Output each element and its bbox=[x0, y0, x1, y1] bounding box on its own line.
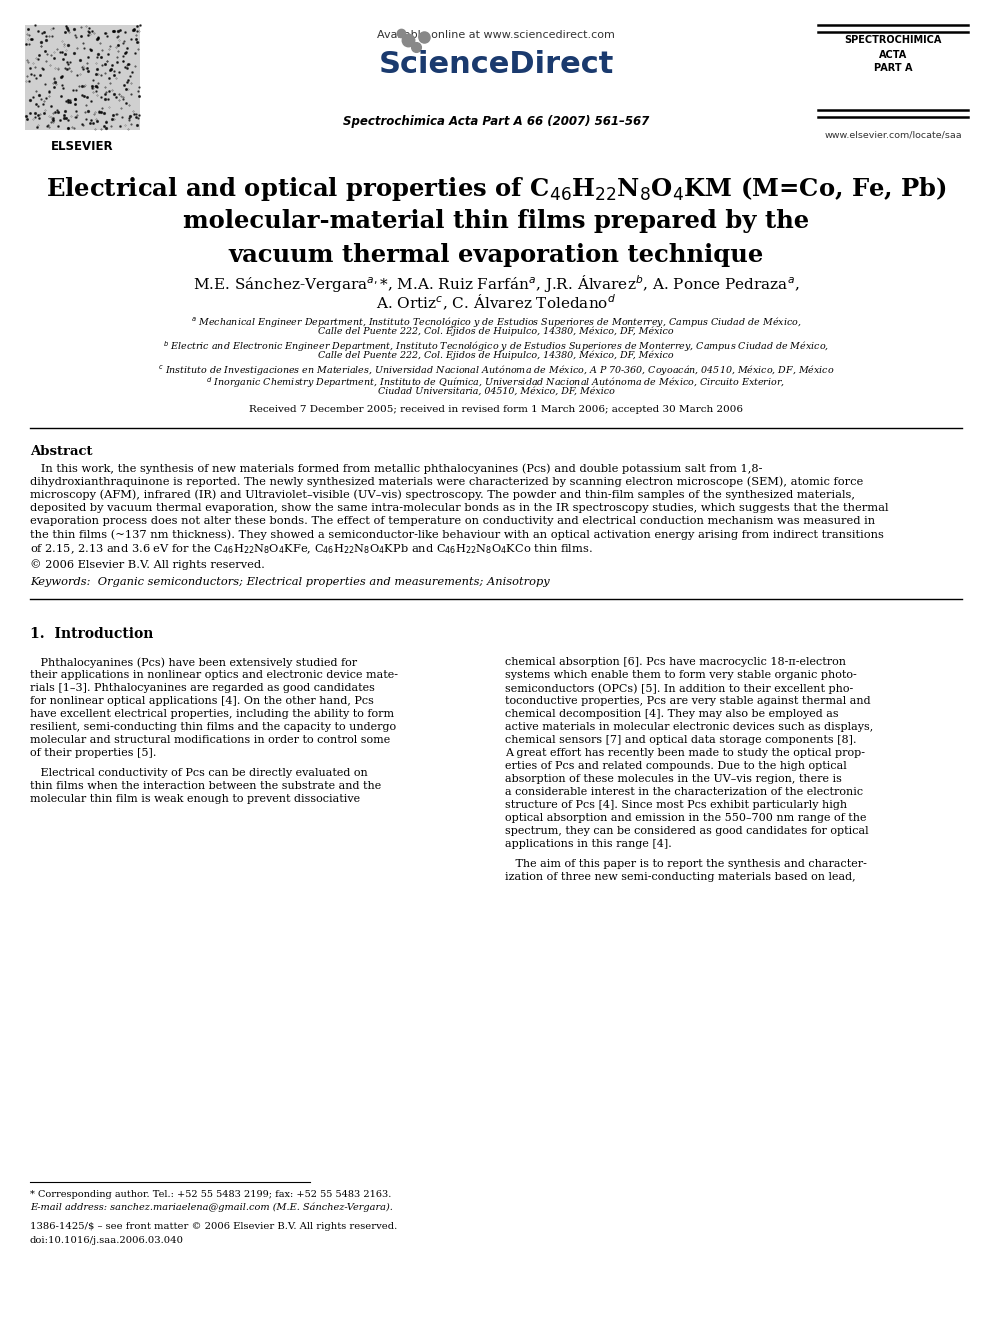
Text: $^{d}$ Inorganic Chemistry Department, Instituto de Química, Universidad Naciona: $^{d}$ Inorganic Chemistry Department, I… bbox=[206, 374, 786, 389]
Text: M.E. Sánchez-Vergara$^{a,}$*, M.A. Ruiz Farfán$^{a}$, J.R. Álvarez$^{b}$, A. Pon: M.E. Sánchez-Vergara$^{a,}$*, M.A. Ruiz … bbox=[192, 273, 800, 295]
Text: active materials in molecular electronic devices such as displays,: active materials in molecular electronic… bbox=[505, 722, 873, 733]
Text: In this work, the synthesis of new materials formed from metallic phthalocyanine: In this work, the synthesis of new mater… bbox=[30, 463, 763, 474]
Text: molecular and structural modifications in order to control some: molecular and structural modifications i… bbox=[30, 736, 390, 745]
Text: dihydroxianthraquinone is reported. The newly synthesized materials were charact: dihydroxianthraquinone is reported. The … bbox=[30, 476, 863, 487]
Text: doi:10.1016/j.saa.2006.03.040: doi:10.1016/j.saa.2006.03.040 bbox=[30, 1236, 184, 1245]
Text: ELSEVIER: ELSEVIER bbox=[51, 140, 113, 153]
Text: 1386-1425/$ – see front matter © 2006 Elsevier B.V. All rights reserved.: 1386-1425/$ – see front matter © 2006 El… bbox=[30, 1222, 397, 1230]
Text: SPECTROCHIMICA: SPECTROCHIMICA bbox=[844, 34, 941, 45]
Text: A great effort has recently been made to study the optical prop-: A great effort has recently been made to… bbox=[505, 749, 865, 758]
Text: ScienceDirect: ScienceDirect bbox=[378, 50, 614, 79]
Text: chemical decomposition [4]. They may also be employed as: chemical decomposition [4]. They may als… bbox=[505, 709, 838, 720]
Text: semiconductors (OPCs) [5]. In addition to their excellent pho-: semiconductors (OPCs) [5]. In addition t… bbox=[505, 684, 853, 695]
Text: * Corresponding author. Tel.: +52 55 5483 2199; fax: +52 55 5483 2163.: * Corresponding author. Tel.: +52 55 548… bbox=[30, 1189, 392, 1199]
Text: absorption of these molecules in the UV–vis region, there is: absorption of these molecules in the UV–… bbox=[505, 774, 842, 785]
Text: thin films when the interaction between the substrate and the: thin films when the interaction between … bbox=[30, 781, 381, 791]
Text: Spectrochimica Acta Part A 66 (2007) 561–567: Spectrochimica Acta Part A 66 (2007) 561… bbox=[343, 115, 649, 128]
Text: Calle del Puente 222, Col. Ejidos de Huipulco, 14380, México, DF, México: Calle del Puente 222, Col. Ejidos de Hui… bbox=[318, 351, 674, 360]
Text: The aim of this paper is to report the synthesis and character-: The aim of this paper is to report the s… bbox=[505, 859, 867, 869]
Text: optical absorption and emission in the 550–700 nm range of the: optical absorption and emission in the 5… bbox=[505, 814, 866, 823]
Text: of 2.15, 2.13 and 3.6 eV for the C$_{46}$H$_{22}$N$_8$O$_4$KFe, C$_{46}$H$_{22}$: of 2.15, 2.13 and 3.6 eV for the C$_{46}… bbox=[30, 542, 593, 556]
Text: rials [1–3]. Phthalocyanines are regarded as good candidates: rials [1–3]. Phthalocyanines are regarde… bbox=[30, 684, 375, 693]
Text: microscopy (AFM), infrared (IR) and Ultraviolet–visible (UV–vis) spectroscopy. T: microscopy (AFM), infrared (IR) and Ultr… bbox=[30, 490, 855, 500]
Text: © 2006 Elsevier B.V. All rights reserved.: © 2006 Elsevier B.V. All rights reserved… bbox=[30, 560, 265, 570]
Text: Keywords:  Organic semiconductors; Electrical properties and measurements; Aniso: Keywords: Organic semiconductors; Electr… bbox=[30, 577, 550, 587]
Text: molecular thin film is weak enough to prevent dissociative: molecular thin film is weak enough to pr… bbox=[30, 794, 360, 804]
Text: Ciudad Universitaria, 04510, México, DF, México: Ciudad Universitaria, 04510, México, DF,… bbox=[378, 388, 614, 396]
Text: Received 7 December 2005; received in revised form 1 March 2006; accepted 30 Mar: Received 7 December 2005; received in re… bbox=[249, 405, 743, 414]
Text: their applications in nonlinear optics and electronic device mate-: their applications in nonlinear optics a… bbox=[30, 671, 398, 680]
Text: $^{b}$ Electric and Electronic Engineer Department, Instituto Tecnológico y de E: $^{b}$ Electric and Electronic Engineer … bbox=[163, 339, 829, 353]
Text: Electrical and optical properties of C$_{46}$H$_{22}$N$_8$O$_4$KM (M=Co, Fe, Pb): Electrical and optical properties of C$_… bbox=[46, 175, 946, 202]
Text: Electrical conductivity of Pcs can be directly evaluated on: Electrical conductivity of Pcs can be di… bbox=[30, 767, 368, 778]
Text: Available online at www.sciencedirect.com: Available online at www.sciencedirect.co… bbox=[377, 30, 615, 40]
Text: $^{a}$ Mechanical Engineer Department, Instituto Tecnológico y de Estudios Super: $^{a}$ Mechanical Engineer Department, I… bbox=[190, 315, 802, 329]
Text: systems which enable them to form very stable organic photo-: systems which enable them to form very s… bbox=[505, 671, 857, 680]
Text: ization of three new semi-conducting materials based on lead,: ization of three new semi-conducting mat… bbox=[505, 872, 856, 882]
Text: structure of Pcs [4]. Since most Pcs exhibit particularly high: structure of Pcs [4]. Since most Pcs exh… bbox=[505, 800, 847, 811]
Text: $^{c}$ Instituto de Investigaciones en Materiales, Universidad Nacional Autónoma: $^{c}$ Instituto de Investigaciones en M… bbox=[158, 363, 834, 377]
Text: molecular-material thin films prepared by the: molecular-material thin films prepared b… bbox=[183, 209, 809, 233]
Text: Phthalocyanines (Pcs) have been extensively studied for: Phthalocyanines (Pcs) have been extensiv… bbox=[30, 658, 357, 668]
Text: toconductive properties, Pcs are very stable against thermal and: toconductive properties, Pcs are very st… bbox=[505, 696, 871, 706]
Text: evaporation process does not alter these bonds. The effect of temperature on con: evaporation process does not alter these… bbox=[30, 516, 875, 525]
Text: Abstract: Abstract bbox=[30, 445, 92, 458]
Text: Calle del Puente 222, Col. Ejidos de Huipulco, 14380, México, DF, México: Calle del Puente 222, Col. Ejidos de Hui… bbox=[318, 327, 674, 336]
Text: resilient, semi-conducting thin films and the capacity to undergo: resilient, semi-conducting thin films an… bbox=[30, 722, 396, 733]
Text: ACTA: ACTA bbox=[879, 50, 907, 60]
Text: A. Ortiz$^{c}$, C. Álvarez Toledano$^{d}$: A. Ortiz$^{c}$, C. Álvarez Toledano$^{d}… bbox=[376, 292, 616, 314]
Text: a considerable interest in the characterization of the electronic: a considerable interest in the character… bbox=[505, 787, 863, 798]
Text: vacuum thermal evaporation technique: vacuum thermal evaporation technique bbox=[228, 243, 764, 267]
Text: applications in this range [4].: applications in this range [4]. bbox=[505, 839, 672, 849]
Text: 1.  Introduction: 1. Introduction bbox=[30, 627, 154, 642]
Text: chemical sensors [7] and optical data storage components [8].: chemical sensors [7] and optical data st… bbox=[505, 736, 856, 745]
Text: spectrum, they can be considered as good candidates for optical: spectrum, they can be considered as good… bbox=[505, 827, 869, 836]
Text: www.elsevier.com/locate/saa: www.elsevier.com/locate/saa bbox=[824, 130, 962, 139]
Text: for nonlinear optical applications [4]. On the other hand, Pcs: for nonlinear optical applications [4]. … bbox=[30, 696, 374, 706]
Text: the thin films (~137 nm thickness). They showed a semiconductor-like behaviour w: the thin films (~137 nm thickness). They… bbox=[30, 529, 884, 540]
Text: have excellent electrical properties, including the ability to form: have excellent electrical properties, in… bbox=[30, 709, 394, 720]
Text: deposited by vacuum thermal evaporation, show the same intra-molecular bonds as : deposited by vacuum thermal evaporation,… bbox=[30, 503, 889, 512]
Text: chemical absorption [6]. Pcs have macrocyclic 18-π-electron: chemical absorption [6]. Pcs have macroc… bbox=[505, 658, 846, 667]
Text: of their properties [5].: of their properties [5]. bbox=[30, 749, 157, 758]
Bar bbox=[25, 25, 140, 130]
Text: PART A: PART A bbox=[874, 64, 913, 73]
Text: E-mail address: sanchez.mariaelena@gmail.com (M.E. Sánchez-Vergara).: E-mail address: sanchez.mariaelena@gmail… bbox=[30, 1203, 393, 1212]
Text: erties of Pcs and related compounds. Due to the high optical: erties of Pcs and related compounds. Due… bbox=[505, 762, 847, 771]
